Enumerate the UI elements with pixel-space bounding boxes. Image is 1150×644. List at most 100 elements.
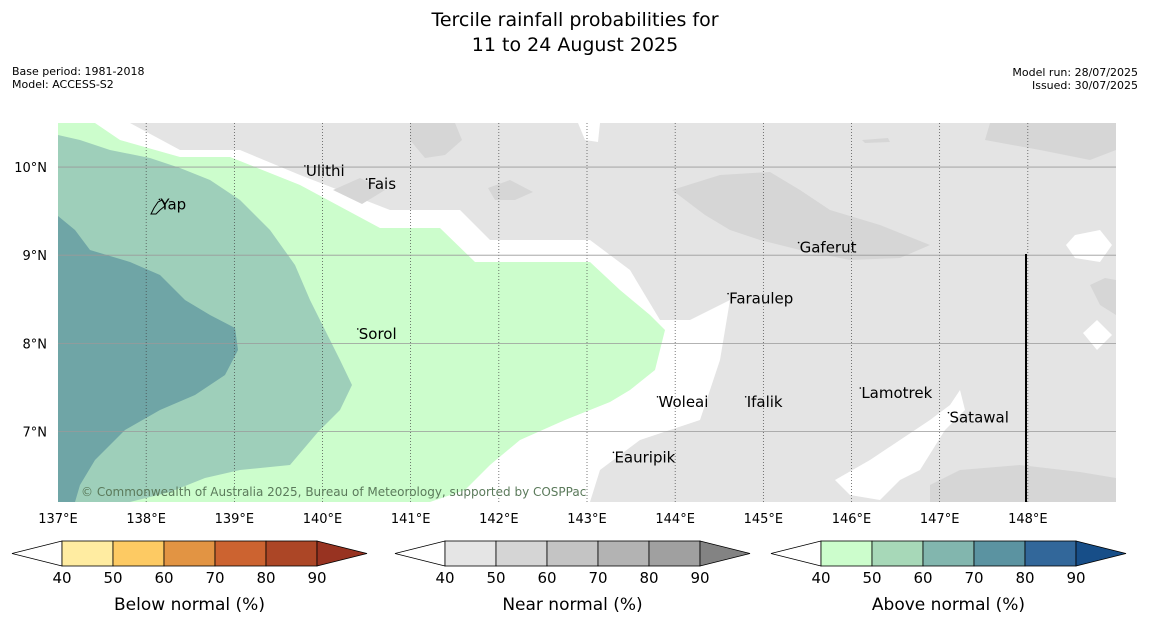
longitude-tick-label: 141°E — [391, 512, 431, 527]
near-normal-50-60-region — [333, 178, 385, 204]
latitude-tick-label: 10°N — [14, 161, 47, 176]
near-normal-50-60-region — [862, 138, 890, 143]
colorbar-segment — [546, 540, 599, 567]
base-period-text: Base period: 1981-2018 — [12, 65, 145, 78]
longitude-labels: 137°E 138°E 139°E 140°E 141°E 142°E 143°E 144°E… — [38, 512, 1047, 527]
no-dominant-category-region — [578, 123, 600, 142]
colorbar-tick-label: 40 — [435, 569, 454, 587]
colorbar-segment — [265, 540, 318, 567]
colorbar-tick-label: 80 — [639, 569, 658, 587]
colorbar-segment — [163, 540, 216, 567]
colorbar-tick-label: 50 — [103, 569, 122, 587]
colorbar-title: Below normal (%) — [114, 595, 265, 615]
colorbar: 40 50 60 70 80 90 Below normal (%) — [11, 540, 368, 615]
colorbar-tick-label: 40 — [52, 569, 71, 587]
colorbar-segment — [871, 540, 924, 567]
colorbar: 40 50 60 70 80 90 Above normal (%) — [770, 540, 1127, 615]
colorbar-segment — [444, 540, 497, 567]
colorbar-tick-label: 90 — [1066, 569, 1085, 587]
place-label: Eauripik — [614, 448, 675, 466]
place-label: Fais — [368, 175, 397, 193]
no-dominant-category-region — [1066, 230, 1112, 262]
near-normal-50-60-region — [410, 123, 462, 158]
map-title-line2: 11 to 24 August 2025 — [471, 34, 679, 56]
colorbar-segment — [922, 540, 975, 567]
place-label: Ifalik — [747, 393, 783, 411]
colorbar-title: Near normal (%) — [502, 595, 642, 615]
longitude-tick-label: 138°E — [126, 512, 166, 527]
longitude-tick-label: 146°E — [832, 512, 872, 527]
place-marker — [859, 387, 862, 389]
place-marker — [797, 241, 800, 244]
colorbar-segment — [973, 540, 1026, 567]
colorbar-tick-label: 80 — [256, 569, 275, 587]
place-marker — [727, 292, 729, 295]
place-label: Faraulep — [729, 290, 793, 308]
map-title: Tercile rainfall probabilities for 11 to… — [0, 8, 1150, 58]
place-label: Woleai — [659, 393, 709, 411]
place-marker — [365, 178, 368, 180]
model-run-text: Model run: 28/07/2025 — [1012, 66, 1138, 79]
place-marker — [356, 328, 359, 330]
place-label: Satawal — [949, 409, 1008, 427]
colorbar-tick-label: 50 — [862, 569, 881, 587]
colorbar-tick-label: 60 — [154, 569, 173, 587]
latitude-tick-label: 9°N — [23, 249, 48, 264]
meta-left: Base period: 1981-2018 Model: ACCESS-S2 — [12, 65, 144, 91]
place-label: Gaferut — [800, 239, 857, 257]
issued-text: Issued: 30/07/2025 — [1031, 79, 1138, 92]
colorbar-segment — [495, 540, 548, 567]
colorbar-tick-label: 80 — [1015, 569, 1034, 587]
longitude-tick-label: 140°E — [303, 512, 343, 527]
colorbar-tick-label: 90 — [307, 569, 326, 587]
place-labels: Ulithi Fais Yap Gaferut Faraulep Sorol Lamotre… — [158, 162, 1009, 466]
colorbar-segment — [820, 540, 873, 567]
longitude-tick-label: 137°E — [38, 512, 78, 527]
longitude-tick-label: 139°E — [215, 512, 255, 527]
latitude-tick-label: 7°N — [23, 425, 48, 440]
place-marker — [304, 165, 306, 167]
no-dominant-category-region — [835, 390, 965, 500]
place-label: Lamotrek — [861, 384, 932, 402]
place-marker — [744, 396, 747, 398]
colorbar-tick-label: 60 — [537, 569, 556, 587]
place-marker — [612, 451, 615, 454]
longitude-tick-label: 148°E — [1008, 512, 1048, 527]
colorbar-segment — [597, 540, 650, 567]
colorbar-under-triangle — [394, 540, 446, 567]
place-label: Ulithi — [306, 162, 345, 180]
map-gridlines — [58, 123, 1116, 502]
colorbar-segment — [214, 540, 267, 567]
longitude-tick-label: 145°E — [744, 512, 784, 527]
colorbar-tick-label: 70 — [964, 569, 983, 587]
model-text: Model: ACCESS-S2 — [12, 78, 114, 91]
colorbar-over-triangle — [699, 540, 751, 567]
colorbar-over-triangle — [1075, 540, 1127, 567]
longitude-tick-label: 143°E — [567, 512, 607, 527]
colorbar-tick-label: 70 — [588, 569, 607, 587]
no-dominant-category-region — [1083, 320, 1112, 350]
longitude-tick-label: 147°E — [920, 512, 960, 527]
near-normal-50-60-region — [930, 465, 1116, 502]
colorbar-segment — [112, 540, 165, 567]
colorbar-tick-label: 90 — [690, 569, 709, 587]
colorbar-tick-label: 60 — [913, 569, 932, 587]
colorbar-over-triangle — [316, 540, 368, 567]
colorbar-tick-label: 40 — [811, 569, 830, 587]
colorbar-title: Above normal (%) — [872, 595, 1025, 615]
colorbar-segment — [61, 540, 114, 567]
yap-island — [150, 199, 166, 215]
place-label: Yap — [159, 195, 186, 213]
copyright-text: © Commonwealth of Australia 2025, Bureau… — [81, 485, 586, 499]
place-marker — [158, 198, 161, 201]
near-normal-50-60-region — [1090, 278, 1116, 315]
place-label: Sorol — [359, 325, 397, 343]
colorbar-under-triangle — [770, 540, 822, 567]
latitude-tick-label: 8°N — [23, 337, 48, 352]
near-normal-50-60-region — [985, 123, 1116, 160]
latitude-labels: 10°N 9°N 8°N 7°N — [14, 161, 47, 440]
colorbar-legends: 40 50 60 70 80 90 Below normal (%) 40 50 60 70 80 90… — [11, 540, 1127, 615]
longitude-tick-label: 142°E — [479, 512, 519, 527]
place-marker — [656, 396, 659, 398]
